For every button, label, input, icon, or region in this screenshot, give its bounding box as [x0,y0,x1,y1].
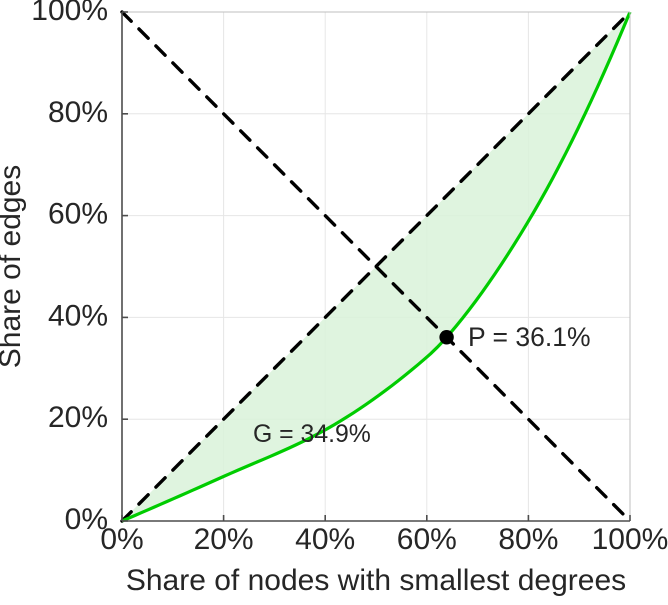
svg-text:60%: 60% [397,523,457,556]
svg-text:G = 34.9%: G = 34.9% [253,421,371,448]
svg-text:P = 36.1%: P = 36.1% [468,322,591,352]
svg-text:100%: 100% [31,0,108,27]
svg-text:0%: 0% [65,503,108,536]
svg-text:40%: 40% [295,523,355,556]
svg-text:60%: 60% [48,198,108,231]
svg-text:40%: 40% [48,299,108,332]
svg-text:100%: 100% [592,523,668,556]
svg-text:20%: 20% [194,523,254,556]
svg-text:Share of nodes with smallest d: Share of nodes with smallest degrees [126,564,626,597]
svg-text:80%: 80% [48,96,108,129]
svg-text:Share of edges: Share of edges [0,165,27,368]
svg-text:20%: 20% [48,401,108,434]
svg-text:80%: 80% [498,523,558,556]
